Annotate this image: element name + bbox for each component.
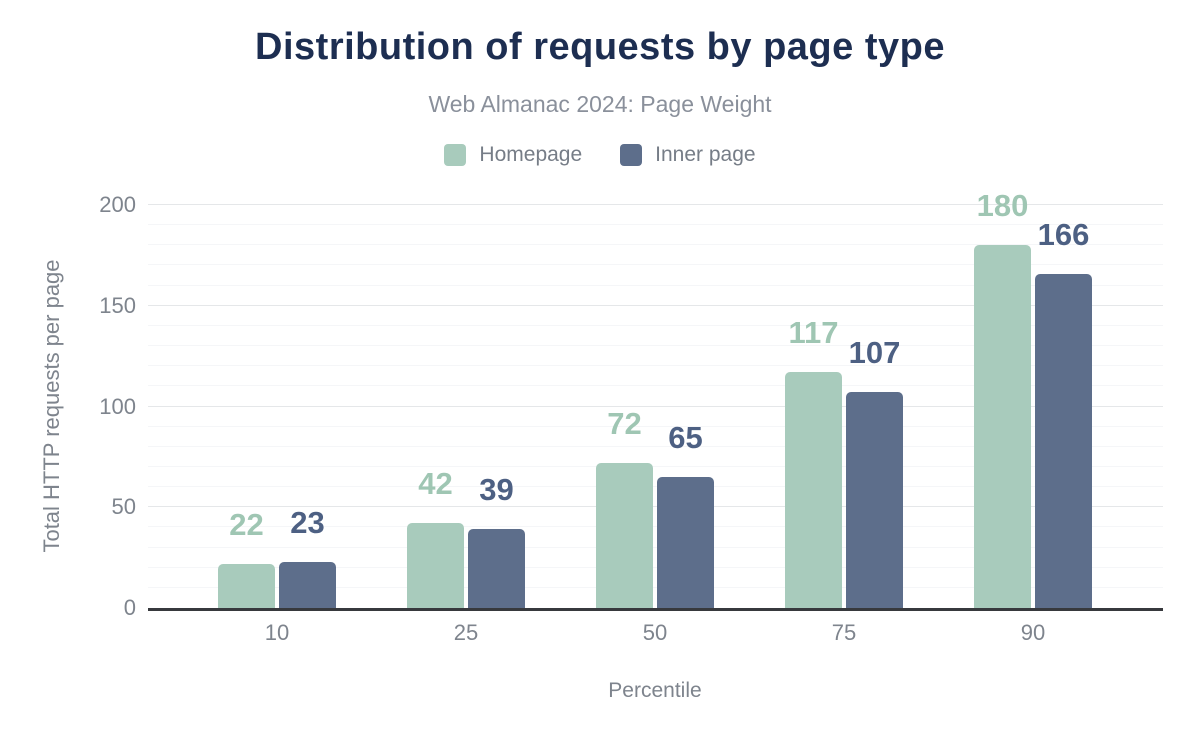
gridline-minor xyxy=(148,264,1163,266)
bar-slot: 42 xyxy=(407,205,464,608)
bar-slot: 180 xyxy=(974,190,1031,608)
gridline-minor xyxy=(148,486,1163,488)
legend-item-homepage[interactable]: Homepage xyxy=(444,143,582,167)
bar-homepage-p25[interactable] xyxy=(407,523,464,608)
gridline-minor xyxy=(148,425,1163,427)
bar-value-label: 166 xyxy=(1037,216,1090,252)
gridline-minor xyxy=(148,224,1163,226)
bar-value-label: 23 xyxy=(290,504,325,540)
gridline-major xyxy=(148,204,1163,205)
gridline-minor xyxy=(148,586,1163,588)
bar-inner-page-p50[interactable] xyxy=(657,477,714,608)
legend-swatch-icon xyxy=(620,144,643,166)
bar-value-label: 107 xyxy=(848,335,901,371)
bar-value-label: 22 xyxy=(229,506,264,542)
bar-group-p25: 42 39 xyxy=(407,205,525,608)
gridline-minor xyxy=(148,284,1163,286)
legend: Homepage Inner page xyxy=(0,143,1200,167)
gridline-minor xyxy=(148,546,1163,548)
chart-subtitle: Web Almanac 2024: Page Weight xyxy=(428,91,772,117)
bar-slot: 22 xyxy=(218,205,275,608)
legend-item-inner-page[interactable]: Inner page xyxy=(620,143,756,167)
chart-title: Distribution of requests by page type xyxy=(255,26,945,68)
gridline-minor xyxy=(148,465,1163,467)
y-axis-tick-label: 100 xyxy=(99,393,136,419)
gridline-major xyxy=(148,506,1163,508)
x-axis-line xyxy=(148,608,1163,611)
bar-inner-page-p75[interactable] xyxy=(846,392,903,608)
bar-slot: 117 xyxy=(785,205,842,608)
bar-inner-page-p90[interactable] xyxy=(1035,273,1092,608)
legend-label: Homepage xyxy=(479,143,583,166)
gridline-minor xyxy=(148,526,1163,528)
bar-group-p50: 72 65 xyxy=(596,205,714,608)
x-axis-tick-label: 10 xyxy=(264,620,290,645)
bar-value-label: 42 xyxy=(418,466,453,502)
plot-area: 22 23 42 39 72 65 117 107 180 166 xyxy=(148,190,1163,611)
legend-label: Inner page xyxy=(655,143,756,166)
bar-value-label: 39 xyxy=(479,472,514,508)
x-axis-tick-label: 25 xyxy=(453,620,479,645)
bar-slot: 72 xyxy=(596,205,653,608)
gridline-major xyxy=(148,304,1163,306)
bar-homepage-p90[interactable] xyxy=(974,245,1031,608)
x-axis-tick-label: 90 xyxy=(1020,620,1046,645)
bar-slot: 65 xyxy=(657,205,714,608)
bar-value-label: 117 xyxy=(788,315,839,351)
bar-inner-page-p10[interactable] xyxy=(279,561,336,608)
y-axis-tick-label: 0 xyxy=(123,595,136,620)
bar-group-p10: 22 23 xyxy=(218,205,336,608)
bar-slot: 23 xyxy=(279,205,336,608)
bar-value-label: 72 xyxy=(607,405,642,441)
bar-value-label: 65 xyxy=(668,420,703,456)
gridline-minor xyxy=(148,324,1163,326)
legend-swatch-icon xyxy=(444,144,467,166)
gridline-minor xyxy=(148,385,1163,387)
bar-group-p75: 117 107 xyxy=(785,205,903,608)
bar-slot: 166 xyxy=(1035,205,1092,608)
gridline-minor xyxy=(148,244,1163,246)
bar-homepage-p10[interactable] xyxy=(218,563,275,608)
gridline-minor xyxy=(148,445,1163,447)
y-axis-tick-label: 200 xyxy=(99,192,136,217)
bar-slot: 39 xyxy=(468,205,525,608)
gridline-minor xyxy=(148,566,1163,568)
y-axis-tick-label: 150 xyxy=(99,292,136,318)
bar-group-p90: 180 166 xyxy=(974,190,1092,608)
bar-homepage-p75[interactable] xyxy=(785,372,842,608)
bar-value-label: 180 xyxy=(976,188,1029,224)
gridline-minor xyxy=(148,345,1163,347)
gridline-major xyxy=(148,405,1163,407)
x-axis-tick-label: 75 xyxy=(831,620,857,645)
bar-homepage-p50[interactable] xyxy=(596,462,653,608)
gridline-minor xyxy=(148,365,1163,367)
x-axis-title: Percentile xyxy=(608,679,702,702)
x-axis-tick-label: 50 xyxy=(642,620,668,645)
bar-slot: 107 xyxy=(846,205,903,608)
y-axis-tick-label: 50 xyxy=(111,494,136,520)
bar-inner-page-p25[interactable] xyxy=(468,529,525,608)
